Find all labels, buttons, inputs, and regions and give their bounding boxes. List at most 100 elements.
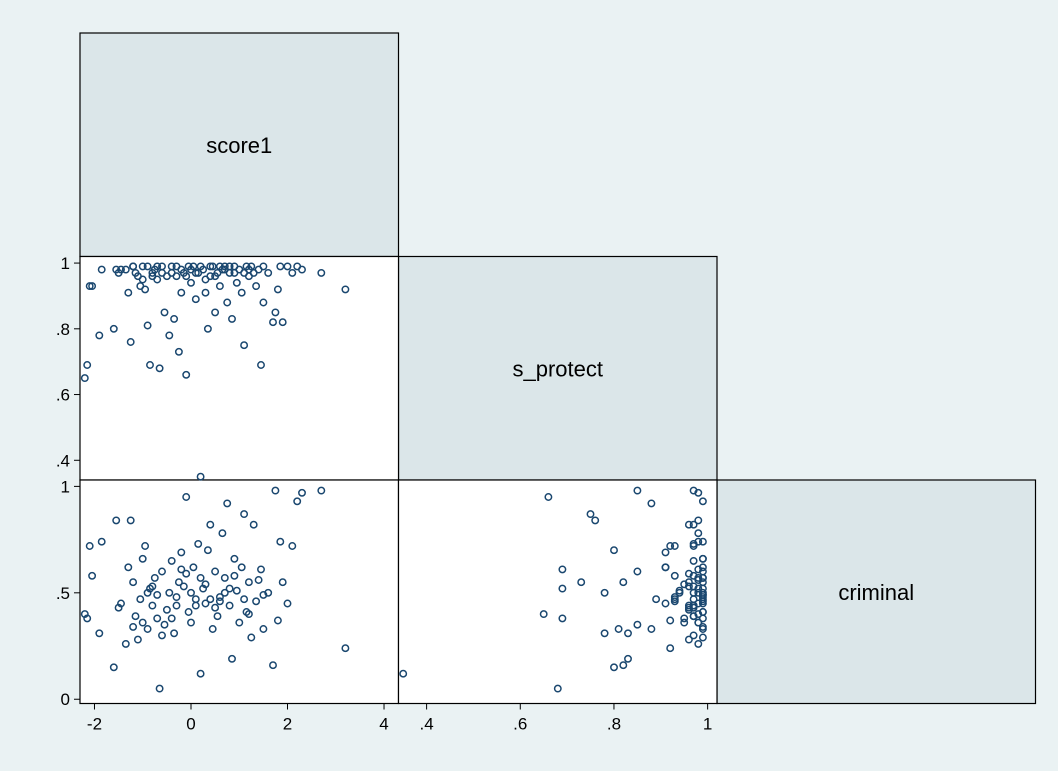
points-criminal-vs-s_protect [399,486,707,693]
data-point [215,282,224,291]
data-point [196,262,205,271]
data-point [558,614,567,623]
data-point [213,612,222,621]
data-point [203,546,212,555]
data-point [187,588,195,597]
data-point [182,569,191,578]
data-point [278,318,287,327]
data-point [698,595,707,604]
data-point [232,586,241,595]
data-point [170,629,179,638]
data-point [249,520,258,529]
data-point [661,563,670,572]
data-point [666,616,675,625]
data-point [160,308,169,317]
data-point [218,529,227,538]
data-point [698,563,707,572]
data-point [148,582,157,591]
data-point [600,629,609,638]
data-point [276,537,285,546]
x-tick-label-score1: 0 [186,715,195,734]
data-point [167,556,176,565]
data-point [689,612,698,621]
data-point [141,285,150,294]
data-point [230,268,239,277]
data-point [694,639,703,648]
data-point [225,584,234,593]
data-point [143,321,152,330]
data-point [88,282,97,291]
data-point [196,573,205,582]
data-point [83,614,92,623]
data-point [201,599,210,608]
data-point [138,262,147,271]
data-point [191,601,200,610]
data-point [83,361,92,369]
data-point [211,272,220,281]
data-point [694,610,703,619]
data-point [95,629,104,638]
data-point [182,370,191,379]
data-point [184,608,193,616]
data-point [223,499,232,508]
data-point [138,275,147,284]
data-point [170,314,179,323]
data-point [153,590,162,599]
data-point [624,629,632,638]
data-point [288,542,297,550]
data-point [591,516,600,525]
data-point [215,597,224,606]
data-point [689,631,698,640]
data-point [684,603,693,612]
data-point [165,588,174,597]
data-point [174,578,183,587]
data-point [191,295,200,304]
data-point [670,571,679,580]
data-point [694,576,703,584]
data-point [288,268,297,277]
data-point [317,268,326,277]
data-point [182,272,191,281]
data-point [689,542,698,550]
data-point [240,595,249,604]
data-point [162,605,171,614]
data-point [698,584,707,593]
data-point [153,614,162,623]
diagonal-cell-score1 [79,32,400,258]
data-point [698,633,707,642]
data-point [619,661,628,670]
data-point [165,331,174,340]
data-point [647,499,656,508]
data-point [694,529,703,538]
data-point [126,338,135,346]
data-point [624,654,632,663]
data-point [586,510,595,519]
data-point [698,622,707,631]
data-point [252,597,261,606]
data-point [670,542,679,550]
data-point [194,539,203,548]
data-point [257,565,265,574]
data-point [684,569,693,578]
data-point [109,663,118,672]
data-point [661,548,670,557]
data-point [694,618,703,627]
y-tick-label-criminal: 1 [61,477,70,496]
data-point [129,622,138,631]
data-point [124,563,133,572]
data-point [259,590,268,599]
data-point [399,669,408,678]
data-point [230,554,239,563]
data-point [273,616,282,625]
data-point [254,576,263,584]
data-point [191,268,200,277]
data-point [240,268,249,277]
data-point [80,374,89,383]
data-point [174,347,183,356]
data-point [129,262,138,271]
data-point [680,580,689,589]
y-tick-label-s_protect: .6 [56,386,70,405]
data-point [341,285,350,294]
x-tick-label-s_protect: .6 [513,715,527,734]
